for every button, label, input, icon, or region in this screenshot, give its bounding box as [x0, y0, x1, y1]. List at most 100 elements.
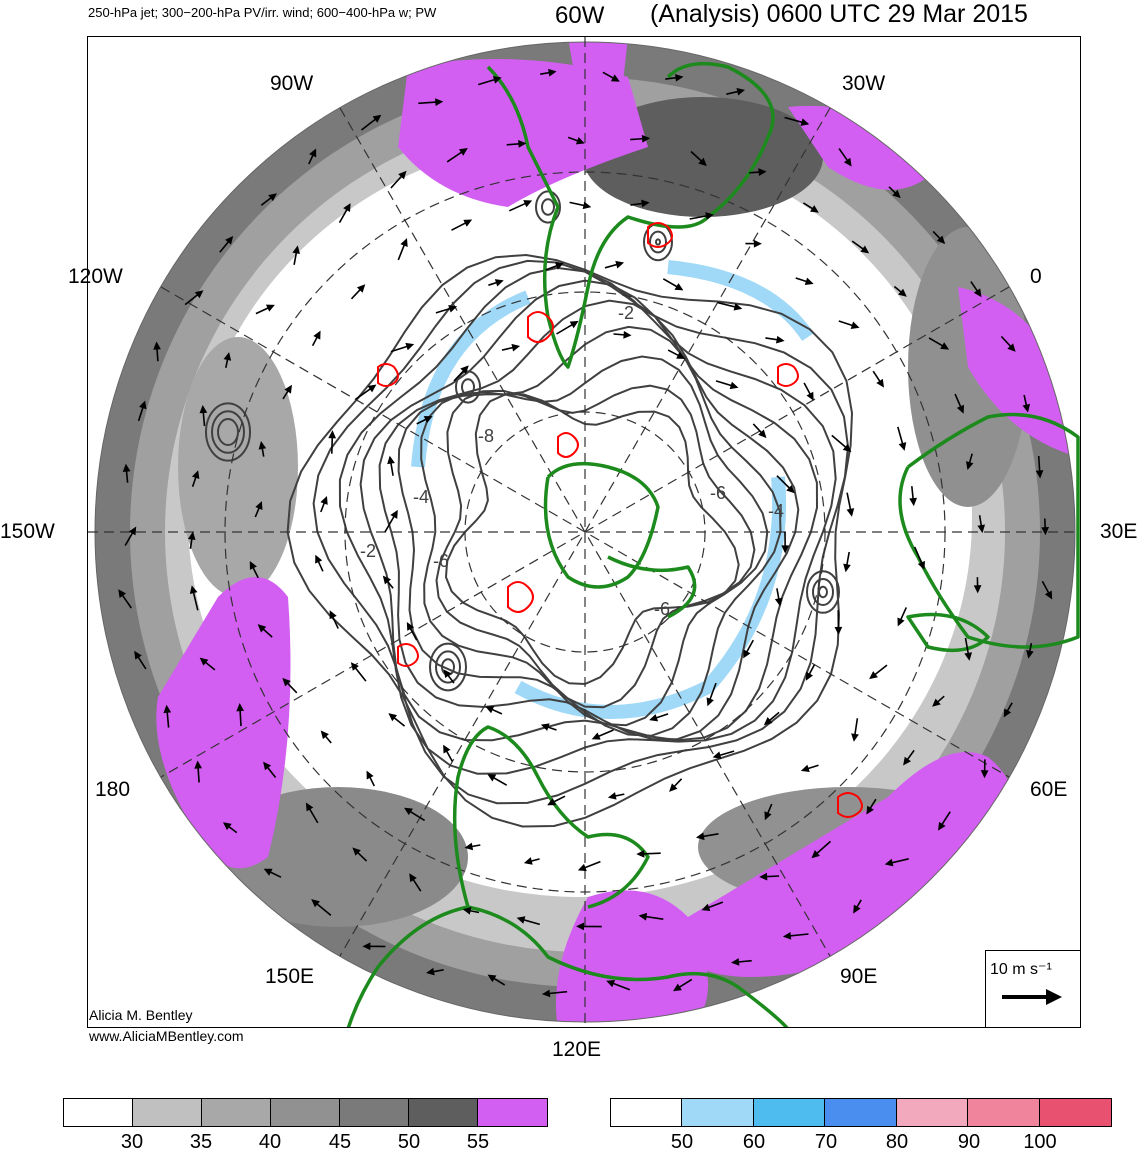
wind-arrow — [418, 98, 444, 107]
pv-contour — [211, 410, 245, 454]
wind-arrow — [673, 978, 693, 992]
wind-arrow — [134, 650, 147, 670]
colorbar-swatch — [202, 1099, 271, 1126]
pw-colorbar-tick: 50 — [670, 1131, 694, 1153]
wind-arrow — [884, 858, 909, 867]
jet-core-region — [568, 42, 628, 157]
graticule — [88, 37, 1080, 1027]
wind-arrow — [636, 849, 661, 858]
wind-arrow — [851, 718, 859, 742]
wind-arrow — [689, 212, 714, 220]
wind-arrow — [187, 531, 196, 549]
pv-contour — [205, 402, 251, 462]
wind-arrow — [163, 704, 172, 728]
wind-arrow — [282, 384, 292, 400]
pv-contour — [461, 378, 475, 396]
wind-arrow — [477, 76, 502, 86]
wind-arrow — [523, 857, 540, 865]
wind-arrow — [928, 337, 950, 350]
wind-arrow — [938, 811, 951, 831]
wind-arrow — [1041, 518, 1050, 536]
wind-arrow — [508, 200, 533, 212]
wind-arrow — [320, 495, 328, 513]
wind-arrow — [669, 778, 683, 792]
map-panel: -2 -8 -4 -6 -2 -6 -6 -4 — [87, 36, 1081, 1028]
wind-arrow — [888, 186, 901, 199]
pv-contour — [541, 198, 555, 216]
wind-arrow — [446, 147, 468, 163]
wind-arrow — [745, 239, 762, 248]
jet-core-region — [556, 890, 708, 1022]
colorbar-swatch — [896, 1099, 969, 1126]
wind-arrow — [390, 342, 415, 353]
wind-arrow — [137, 400, 147, 422]
wind-arrow — [249, 560, 259, 579]
wind-arrow — [869, 664, 888, 680]
wind-arrow — [540, 723, 557, 731]
wind-arrow — [695, 832, 719, 841]
wind-arrow — [124, 526, 137, 546]
wind-arrow — [501, 343, 521, 352]
wind-arrow — [384, 509, 398, 533]
wind-arrow — [462, 907, 480, 915]
wind-arrow — [980, 759, 989, 779]
wind-arrow — [913, 546, 925, 570]
wind-arrow — [866, 798, 877, 815]
wind-arrow — [545, 262, 564, 271]
wind-arrow — [199, 404, 208, 427]
wind-arrow — [838, 148, 852, 167]
wind-arrow — [366, 770, 376, 787]
wind-arrow — [443, 669, 455, 684]
pv-contour — [649, 230, 667, 254]
wind-arrow — [763, 711, 780, 726]
website-credit[interactable]: www.AliciaMBentley.com — [89, 1028, 244, 1044]
wind-arrow — [662, 278, 684, 291]
wind-arrow — [1022, 394, 1031, 413]
colorbar-swatch — [478, 1099, 547, 1126]
map-title: (Analysis) 0600 UTC 29 Mar 2015 — [650, 0, 1028, 28]
wind-arrow — [726, 87, 746, 96]
pv-contour — [818, 585, 828, 599]
wind-arrow — [189, 585, 199, 611]
pw-colorbar — [610, 1098, 1112, 1127]
wind-arrow — [443, 744, 454, 762]
wind-arrow — [263, 868, 282, 878]
reference-vector-label: 10 m s⁻¹ — [990, 961, 1052, 978]
meridian-label-150e: 150E — [265, 965, 315, 988]
colorbar-swatch — [611, 1099, 683, 1126]
colorbar-swatch — [682, 1099, 754, 1126]
wind-arrow — [222, 822, 238, 834]
wind-arrow — [759, 872, 780, 881]
wind-arrow — [569, 201, 592, 210]
wind-arrow — [776, 475, 795, 494]
wind-arrow — [805, 664, 816, 681]
wind-arrow — [602, 71, 620, 82]
meridian-label-150w: 150W — [0, 520, 55, 543]
wind-arrow — [282, 677, 298, 694]
wind-arrow — [329, 610, 339, 629]
jet-core-region — [788, 105, 928, 190]
wind-arrow — [506, 139, 527, 148]
colorbar-swatch — [133, 1099, 202, 1126]
wind-arrow — [774, 588, 783, 607]
wind-arrow — [435, 305, 458, 314]
wind-arrow — [194, 760, 203, 783]
wind-arrow — [320, 730, 332, 744]
wind-arrow — [540, 68, 557, 77]
pw-colorbar-tick: 60 — [742, 1131, 766, 1153]
wind-arrow — [1026, 642, 1034, 659]
pv-contour — [378, 299, 800, 741]
contour-label: -6 — [710, 483, 726, 503]
wind-arrow — [487, 974, 506, 986]
pw-colorbar-tick: 80 — [885, 1131, 909, 1153]
wind-arrow — [118, 589, 132, 609]
wind-arrow — [784, 116, 810, 126]
meridian-label-90w: 90W — [270, 72, 314, 95]
meridian-label-90e: 90E — [840, 965, 878, 988]
wind-arrow — [606, 979, 631, 991]
wind-arrow — [1035, 455, 1044, 479]
wind-arrow — [547, 795, 566, 806]
wind-arrow — [350, 662, 367, 682]
top-meridian-label: 60W — [555, 2, 605, 29]
wind-arrow — [404, 807, 426, 822]
